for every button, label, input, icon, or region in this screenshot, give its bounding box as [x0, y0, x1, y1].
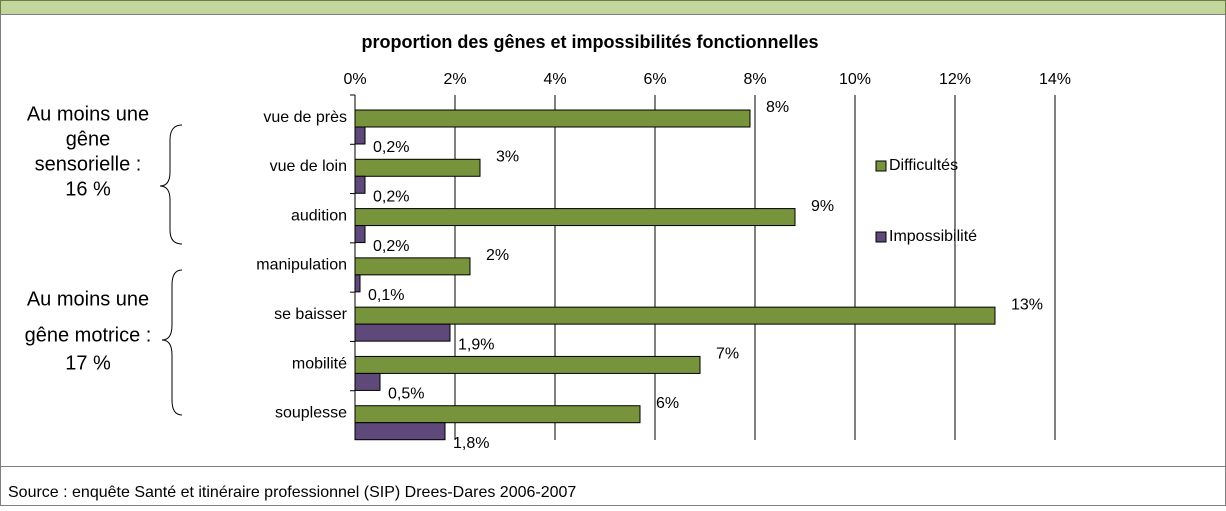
annotation: gêne motrice : — [25, 324, 152, 346]
y-tick-label: vue de près — [263, 109, 347, 126]
bar — [354, 109, 751, 128]
x-tick-label: 4% — [543, 71, 566, 88]
y-tick-label: se baisser — [274, 306, 348, 323]
bar — [354, 422, 446, 441]
annotation: sensorielle : — [35, 153, 142, 175]
annotation: Au moins une — [27, 288, 149, 310]
x-tick-label: 2% — [443, 71, 466, 88]
y-tick-label: mobilité — [292, 355, 347, 372]
y-tick-label: souplesse — [275, 405, 347, 422]
bar — [354, 225, 366, 244]
legend-label: Impossibilité — [889, 228, 977, 245]
data-label: 3% — [496, 149, 519, 166]
bar — [354, 355, 701, 374]
annotation: Au moins une — [27, 103, 149, 125]
bar — [354, 306, 996, 325]
x-tick-label: 0% — [343, 71, 366, 88]
legend-swatch — [875, 160, 887, 172]
bar — [354, 274, 361, 293]
data-label: 2% — [486, 247, 509, 264]
annotation: gêne — [66, 128, 111, 150]
chart-title: proportion des gênes et impossibilités f… — [361, 32, 818, 52]
source: Source : enquête Santé et itinéraire pro… — [8, 484, 576, 501]
bar — [354, 372, 381, 391]
y-tick-label: audition — [291, 207, 347, 224]
x-tick-label: 14% — [1039, 71, 1071, 88]
bar — [354, 158, 481, 177]
y-tick-label: manipulation — [256, 257, 347, 274]
data-label: 7% — [716, 346, 739, 363]
data-label: 1,9% — [458, 336, 494, 353]
data-label: 0,2% — [373, 189, 409, 206]
header-bar — [0, 0, 1226, 15]
data-label: 9% — [811, 198, 834, 215]
data-label: 6% — [656, 395, 679, 412]
bar — [354, 126, 366, 145]
x-tick-label: 8% — [743, 71, 766, 88]
data-label: 0,2% — [373, 238, 409, 255]
source-frame — [0, 466, 1226, 506]
bar — [354, 257, 471, 276]
data-label: 1,8% — [453, 435, 489, 452]
data-label: 8% — [766, 99, 789, 116]
x-tick-label: 10% — [839, 71, 871, 88]
bar — [354, 405, 641, 424]
chart-frame — [0, 14, 1226, 467]
x-tick-label: 6% — [643, 71, 666, 88]
y-tick-label: vue de loin — [270, 158, 347, 175]
bar — [354, 175, 366, 194]
annotation: 16 % — [65, 178, 111, 200]
legend-swatch — [875, 231, 887, 243]
brace — [161, 269, 183, 416]
bar — [354, 208, 796, 227]
data-label: 0,2% — [373, 139, 409, 156]
data-label: 0,5% — [388, 386, 424, 403]
bar — [354, 323, 451, 342]
data-label: 0,1% — [368, 287, 404, 304]
brace — [159, 124, 183, 245]
data-label: 13% — [1011, 296, 1043, 313]
legend-label: Difficultés — [889, 157, 958, 174]
x-tick-label: 12% — [939, 71, 971, 88]
annotation: 17 % — [65, 352, 111, 374]
